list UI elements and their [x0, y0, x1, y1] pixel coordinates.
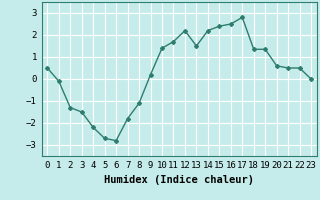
X-axis label: Humidex (Indice chaleur): Humidex (Indice chaleur) [104, 175, 254, 185]
